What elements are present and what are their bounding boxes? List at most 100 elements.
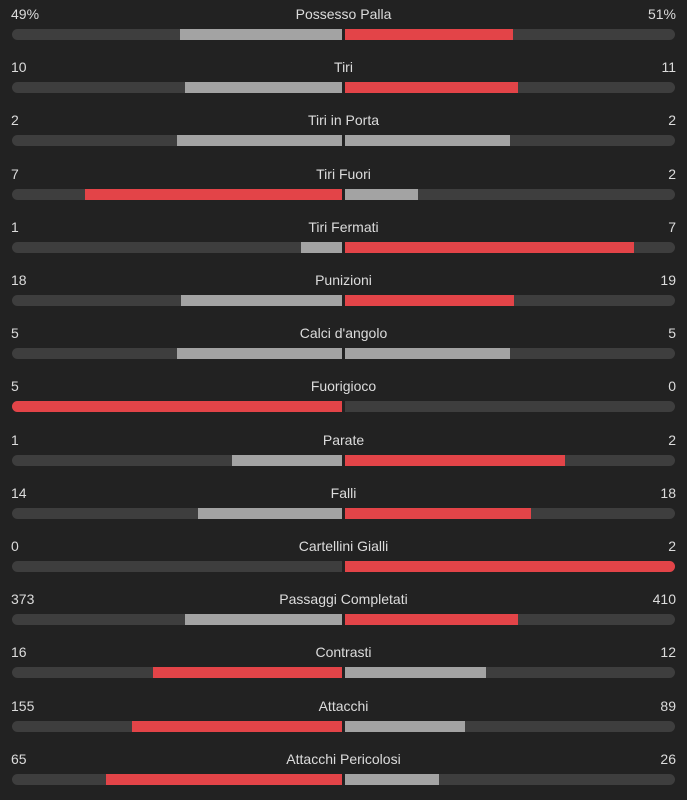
- home-bar-fill: [153, 667, 342, 678]
- home-bar-track: [12, 135, 342, 146]
- home-bar-fill: [181, 295, 342, 306]
- stat-away-value: 410: [652, 591, 676, 607]
- stat-label: Tiri: [334, 59, 353, 75]
- stat-home-value: 2: [11, 112, 19, 128]
- away-bar-track: [345, 189, 675, 200]
- stat-row: 373 Passaggi Completati 410: [0, 587, 687, 640]
- away-bar-fill: [345, 295, 514, 306]
- stat-row: 5 Fuorigioco 0: [0, 374, 687, 427]
- home-bar-track: [12, 348, 342, 359]
- stat-away-value: 7: [668, 219, 676, 235]
- home-bar-fill: [198, 508, 342, 519]
- stat-away-value: 0: [668, 378, 676, 394]
- home-bar-track: [12, 29, 342, 40]
- stat-home-value: 1: [11, 432, 19, 448]
- away-bar-fill: [345, 721, 465, 732]
- home-bar-fill: [85, 189, 342, 200]
- stat-home-value: 7: [11, 166, 19, 182]
- home-bar-track: [12, 189, 342, 200]
- away-bar-track: [345, 508, 675, 519]
- home-bar-fill: [185, 614, 342, 625]
- home-bar-track: [12, 614, 342, 625]
- stat-away-value: 26: [660, 751, 676, 767]
- away-bar-fill: [345, 135, 510, 146]
- stat-row: 1 Parate 2: [0, 428, 687, 481]
- away-bar-track: [345, 721, 675, 732]
- stat-home-value: 14: [11, 485, 27, 501]
- stat-row: 49% Possesso Palla 51%: [0, 2, 687, 55]
- away-bar-fill: [345, 242, 634, 253]
- home-bar-track: [12, 295, 342, 306]
- stat-home-value: 10: [11, 59, 27, 75]
- stat-label: Parate: [322, 432, 365, 448]
- stat-away-value: 12: [660, 644, 676, 660]
- away-bar-fill: [345, 774, 439, 785]
- away-bar-track: [345, 348, 675, 359]
- away-bar-fill: [345, 348, 510, 359]
- stat-row: 16 Contrasti 12: [0, 640, 687, 693]
- stat-row: 155 Attacchi 89: [0, 694, 687, 747]
- stat-label: Tiri Fuori: [316, 166, 371, 182]
- away-bar-track: [345, 401, 675, 412]
- stat-label: Possesso Palla: [295, 6, 392, 22]
- stat-row: 7 Tiri Fuori 2: [0, 162, 687, 215]
- stat-away-value: 18: [660, 485, 676, 501]
- stat-away-value: 2: [668, 432, 676, 448]
- home-bar-fill: [177, 348, 342, 359]
- away-bar-track: [345, 614, 675, 625]
- stat-label: Punizioni: [315, 272, 372, 288]
- home-bar-track: [12, 401, 342, 412]
- stat-away-value: 51%: [647, 6, 676, 22]
- home-bar-track: [12, 774, 342, 785]
- stat-label: Cartellini Gialli: [298, 538, 389, 554]
- home-bar-fill: [177, 135, 342, 146]
- home-bar-fill: [232, 455, 342, 466]
- home-bar-track: [12, 561, 342, 572]
- stat-label: Tiri Fermati: [308, 219, 379, 235]
- stat-row: 1 Tiri Fermati 7: [0, 215, 687, 268]
- stat-away-value: 2: [668, 538, 676, 554]
- home-bar-fill: [132, 721, 342, 732]
- stat-home-value: 1: [11, 219, 19, 235]
- stat-row: 5 Calci d'angolo 5: [0, 321, 687, 374]
- home-bar-track: [12, 455, 342, 466]
- stat-label: Tiri in Porta: [307, 112, 380, 128]
- stat-home-value: 16: [11, 644, 27, 660]
- stat-away-value: 89: [660, 698, 676, 714]
- away-bar-fill: [345, 614, 518, 625]
- stat-row: 14 Falli 18: [0, 481, 687, 534]
- away-bar-track: [345, 295, 675, 306]
- away-bar-fill: [345, 667, 486, 678]
- home-bar-fill: [301, 242, 342, 253]
- away-bar-fill: [345, 29, 513, 40]
- home-bar-fill: [106, 774, 342, 785]
- stat-row: 0 Cartellini Gialli 2: [0, 534, 687, 587]
- home-bar-track: [12, 667, 342, 678]
- stat-home-value: 155: [11, 698, 35, 714]
- away-bar-track: [345, 242, 675, 253]
- stat-label: Falli: [330, 485, 357, 501]
- stat-label: Passaggi Completati: [279, 591, 408, 607]
- stat-label: Fuorigioco: [310, 378, 377, 394]
- home-bar-track: [12, 508, 342, 519]
- away-bar-fill: [345, 82, 518, 93]
- stat-home-value: 5: [11, 325, 19, 341]
- stat-label: Contrasti: [315, 644, 372, 660]
- away-bar-track: [345, 82, 675, 93]
- away-bar-track: [345, 774, 675, 785]
- stat-label: Calci d'angolo: [299, 325, 388, 341]
- away-bar-fill: [345, 189, 418, 200]
- away-bar-track: [345, 135, 675, 146]
- home-bar-fill: [12, 401, 342, 412]
- away-bar-track: [345, 561, 675, 572]
- stat-row: 10 Tiri 11: [0, 55, 687, 108]
- stat-away-value: 5: [668, 325, 676, 341]
- stat-row: 18 Punizioni 19: [0, 268, 687, 321]
- stat-home-value: 65: [11, 751, 27, 767]
- stat-row: 2 Tiri in Porta 2: [0, 108, 687, 161]
- away-bar-track: [345, 455, 675, 466]
- stat-away-value: 2: [668, 166, 676, 182]
- stat-label: Attacchi: [318, 698, 369, 714]
- home-bar-fill: [180, 29, 342, 40]
